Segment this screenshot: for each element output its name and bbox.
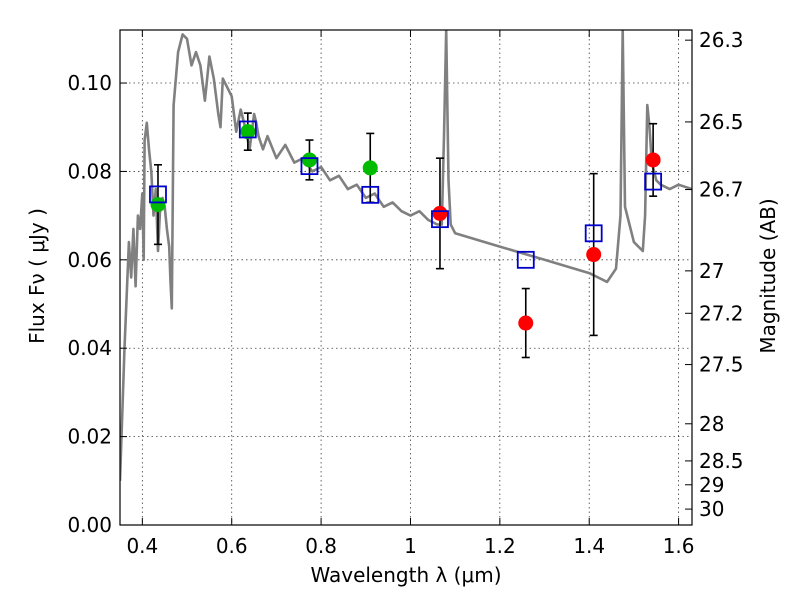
x-tick-label: 1.6 [663,534,695,558]
observed-point [240,124,256,140]
synthetic-point [238,120,257,139]
x-tick-label: 1 [404,534,417,558]
x-tick-label: 0.6 [216,534,248,558]
y-axis-label: Flux Fν ( μJy ) [25,208,49,344]
y-tick-label: 0.10 [67,71,112,95]
grid [120,30,692,526]
x-tick-label: 0.4 [126,534,158,558]
synthetic-point [300,157,319,176]
magnitude-tick-label: 28.5 [699,449,744,473]
observed-points [150,124,661,331]
magnitude-tick-label: 27.5 [699,353,744,377]
observed-point [362,160,378,176]
y-tick-label: 0.08 [67,159,112,183]
y-ticks: 0.00 0.02 0.04 0.06 0.08 0.10 [67,71,127,537]
error-bars [153,112,658,359]
magnitude-tick-label: 26.7 [699,178,744,202]
x-tick-label: 1.4 [573,534,605,558]
y-tick-label: 0.02 [67,425,112,449]
magnitude-tick-label: 29 [699,473,724,497]
y-tick-label: 0.00 [67,513,112,537]
synthetic-points [149,120,663,269]
observed-point [150,197,166,213]
plot-frame [119,29,693,526]
observed-point [432,205,448,221]
observed-point [301,152,317,168]
magnitude-tick-label: 26.3 [699,28,744,52]
synthetic-point [361,185,380,204]
synthetic-point [584,224,603,243]
y-tick-label: 0.04 [67,336,112,360]
model-spectrum-line [120,30,692,481]
synthetic-point [516,250,535,269]
observed-point [586,247,602,263]
synthetic-point [644,172,663,191]
magnitude-tick-label: 28 [699,412,724,436]
magnitude-tick-label: 27 [699,259,724,283]
model-spectrum [120,30,692,481]
x-ticks: 0.4 0.6 0.8 1 1.2 1.4 1.6 [126,30,695,558]
magnitude-tick-label: 26.5 [699,110,744,134]
x-axis-label: Wavelength λ (μm) [310,563,501,587]
observed-point [645,152,661,168]
x-tick-label: 1.2 [484,534,516,558]
x-tick-label: 0.8 [305,534,337,558]
observed-point [518,315,534,331]
right-axis-label: Magnitude (AB) [756,198,780,353]
synthetic-point [431,210,449,229]
synthetic-point [149,185,167,204]
magnitude-tick-label: 27.2 [699,301,744,325]
y-tick-label: 0.06 [67,248,112,272]
magnitude-tick-label: 30 [699,497,724,521]
